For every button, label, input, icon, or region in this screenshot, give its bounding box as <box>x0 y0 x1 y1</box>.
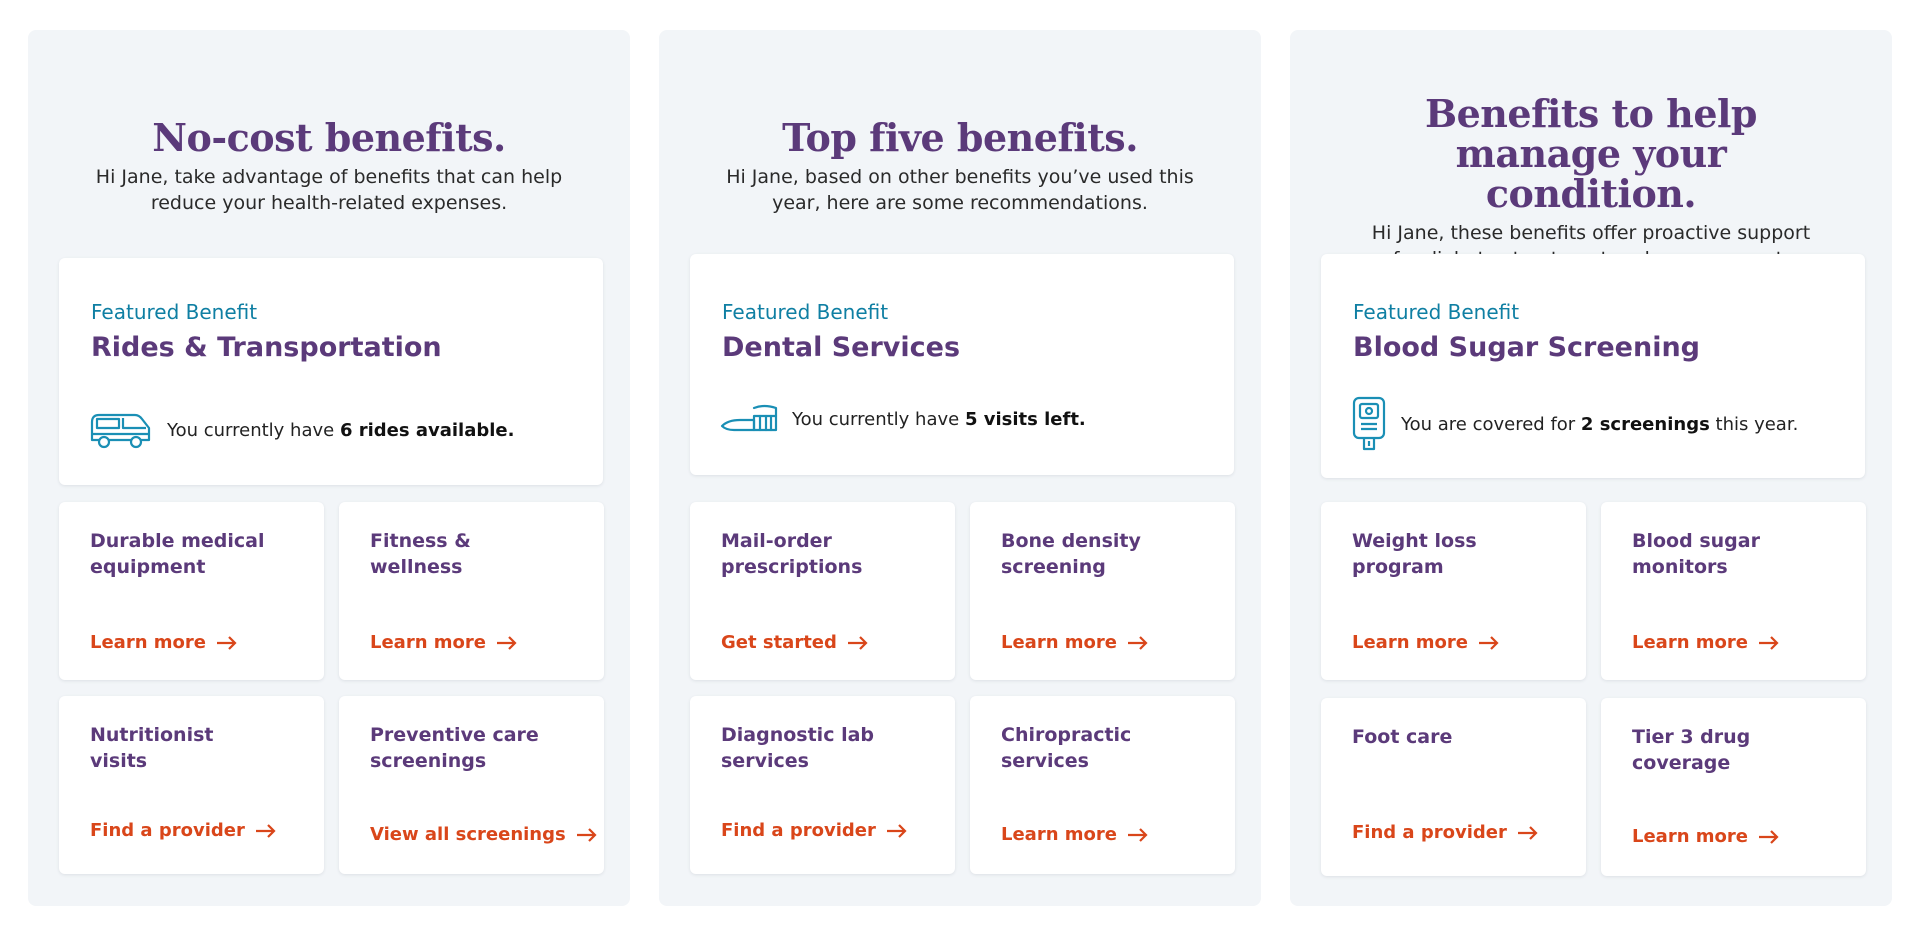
benefit-name: Tier 3 drug coverage <box>1632 726 1751 774</box>
panel-top-five-benefits: Top five benefits. Hi Jane, based on oth… <box>659 30 1261 906</box>
link-label: Learn more <box>1001 824 1117 845</box>
benefit-card[interactable]: Bone density screening Learn more <box>970 502 1235 680</box>
learn-more-link[interactable]: Learn more <box>1352 632 1500 653</box>
featured-benefit-status: You currently have 5 visits left. <box>720 402 1086 436</box>
featured-benefit-card[interactable]: Featured Benefit Dental Services You cur… <box>690 254 1234 475</box>
find-provider-link[interactable]: Find a provider <box>721 820 908 841</box>
arrow-right-icon <box>1758 829 1780 844</box>
benefit-card[interactable]: Nutritionist visits Find a provider <box>59 696 324 874</box>
featured-text-before: You are covered for <box>1401 413 1581 435</box>
learn-more-link[interactable]: Learn more <box>1632 826 1780 847</box>
link-label: Learn more <box>1632 632 1748 653</box>
glucose-meter-icon <box>1351 396 1387 452</box>
benefit-name: Bone density screening <box>1001 530 1141 578</box>
benefit-card[interactable]: Foot care Find a provider <box>1321 698 1586 876</box>
panel-subtitle: Hi Jane, take advantage of benefits that… <box>95 166 563 214</box>
arrow-right-icon <box>496 635 518 650</box>
panel-title: Benefits to help manage your condition. <box>1425 91 1758 216</box>
learn-more-link[interactable]: Learn more <box>1001 824 1149 845</box>
find-provider-link[interactable]: Find a provider <box>1352 822 1539 843</box>
link-label: Find a provider <box>90 820 245 841</box>
panel-header: Benefits to help manage your condition. … <box>1290 94 1892 272</box>
featured-label: Featured Benefit <box>91 300 258 324</box>
benefit-card[interactable]: Preventive care screenings View all scre… <box>339 696 604 874</box>
arrow-right-icon <box>1478 635 1500 650</box>
featured-text-after: this year. <box>1709 413 1799 435</box>
arrow-right-icon <box>576 827 598 842</box>
arrow-right-icon <box>886 823 908 838</box>
featured-benefit-name: Rides & Transportation <box>91 332 442 363</box>
featured-text-bold: 5 visits left. <box>964 408 1086 430</box>
link-label: Learn more <box>1632 826 1748 847</box>
benefit-card[interactable]: Chiropractic services Learn more <box>970 696 1235 874</box>
featured-text-bold: 6 rides available. <box>339 419 515 441</box>
learn-more-link[interactable]: Learn more <box>1632 632 1780 653</box>
featured-text-before: You currently have <box>792 408 965 430</box>
featured-benefit-status: You currently have 6 rides available. <box>89 410 514 450</box>
link-label: Learn more <box>90 632 206 653</box>
benefit-name: Nutritionist visits <box>90 724 214 772</box>
benefit-card[interactable]: Fitness & wellness Learn more <box>339 502 604 680</box>
benefit-name: Fitness & wellness <box>370 530 471 578</box>
learn-more-link[interactable]: Learn more <box>370 632 518 653</box>
panel-no-cost-benefits: No-cost benefits. Hi Jane, take advantag… <box>28 30 630 906</box>
arrow-right-icon <box>847 635 869 650</box>
benefit-card[interactable]: Blood sugar monitors Learn more <box>1601 502 1866 680</box>
benefit-name: Diagnostic lab services <box>721 724 875 772</box>
featured-label: Featured Benefit <box>1353 300 1520 324</box>
learn-more-link[interactable]: Learn more <box>1001 632 1149 653</box>
arrow-right-icon <box>1127 827 1149 842</box>
benefit-name: Mail-order prescriptions <box>721 530 863 578</box>
link-label: Get started <box>721 632 837 653</box>
benefit-name: Weight loss program <box>1352 530 1477 578</box>
featured-text-bold: 2 screenings <box>1580 413 1710 435</box>
benefit-card[interactable]: Durable medical equipment Learn more <box>59 502 324 680</box>
arrow-right-icon <box>1517 825 1539 840</box>
benefit-name: Blood sugar monitors <box>1632 530 1760 578</box>
benefit-name: Durable medical equipment <box>90 530 265 578</box>
learn-more-link[interactable]: Learn more <box>90 632 238 653</box>
arrow-right-icon <box>216 635 238 650</box>
benefit-name: Chiropractic services <box>1001 724 1132 772</box>
benefit-card[interactable]: Mail-order prescriptions Get started <box>690 502 955 680</box>
link-label: Learn more <box>1001 632 1117 653</box>
arrow-right-icon <box>1758 635 1780 650</box>
benefit-card[interactable]: Weight loss program Learn more <box>1321 502 1586 680</box>
link-label: Find a provider <box>721 820 876 841</box>
benefit-name: Preventive care screenings <box>370 724 539 772</box>
panel-subtitle: Hi Jane, based on other benefits you’ve … <box>726 166 1194 214</box>
link-label: Learn more <box>370 632 486 653</box>
featured-text-before: You currently have <box>167 419 340 441</box>
panel-title: No-cost benefits. <box>152 115 506 160</box>
find-provider-link[interactable]: Find a provider <box>90 820 277 841</box>
featured-benefit-status: You are covered for 2 screenings this ye… <box>1351 396 1798 452</box>
featured-benefit-name: Blood Sugar Screening <box>1353 332 1701 363</box>
get-started-link[interactable]: Get started <box>721 632 869 653</box>
arrow-right-icon <box>255 823 277 838</box>
view-all-screenings-link[interactable]: View all screenings <box>370 824 598 845</box>
link-label: Find a provider <box>1352 822 1507 843</box>
featured-benefit-card[interactable]: Featured Benefit Blood Sugar Screening Y… <box>1321 254 1865 478</box>
benefit-name: Foot care <box>1352 726 1453 748</box>
panel-condition-benefits: Benefits to help manage your condition. … <box>1290 30 1892 906</box>
benefit-card[interactable]: Diagnostic lab services Find a provider <box>690 696 955 874</box>
featured-benefit-name: Dental Services <box>722 332 961 363</box>
arrow-right-icon <box>1127 635 1149 650</box>
featured-benefit-card[interactable]: Featured Benefit Rides & Transportation … <box>59 258 603 485</box>
benefit-card[interactable]: Tier 3 drug coverage Learn more <box>1601 698 1866 876</box>
panel-header: No-cost benefits. Hi Jane, take advantag… <box>28 118 630 216</box>
link-label: Learn more <box>1352 632 1468 653</box>
link-label: View all screenings <box>370 824 566 845</box>
toothbrush-icon <box>720 402 778 436</box>
panel-header: Top five benefits. Hi Jane, based on oth… <box>659 118 1261 216</box>
van-icon <box>89 410 153 450</box>
featured-label: Featured Benefit <box>722 300 889 324</box>
panel-title: Top five benefits. <box>782 115 1138 160</box>
